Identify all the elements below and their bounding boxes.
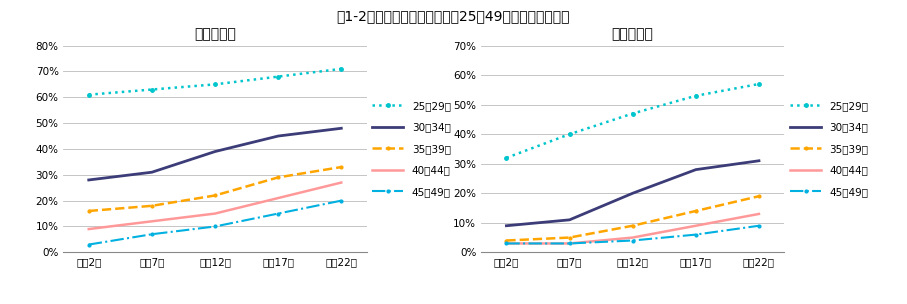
Legend: 25～29歳, 30～34歳, 35～39歳, 40～44歳, 45～49歳: 25～29歳, 30～34歳, 35～39歳, 40～44歳, 45～49歳 bbox=[790, 101, 869, 197]
Title: 未婚率　男: 未婚率 男 bbox=[194, 28, 236, 42]
Legend: 25～29歳, 30～34歳, 35～39歳, 40～44歳, 45～49歳: 25～29歳, 30～34歳, 35～39歳, 40～44歳, 45～49歳 bbox=[372, 101, 451, 197]
Text: 図1-2　富山県の年齢階級別（25～49歳）未婚率の推移: 図1-2 富山県の年齢階級別（25～49歳）未婚率の推移 bbox=[336, 9, 571, 23]
Title: 未婚率　女: 未婚率 女 bbox=[611, 28, 654, 42]
